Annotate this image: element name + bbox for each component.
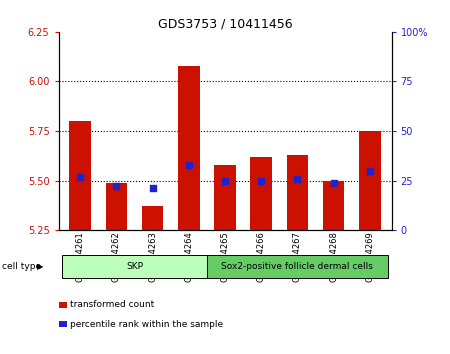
Point — [257, 178, 265, 183]
Bar — [106, 183, 127, 230]
Text: transformed count: transformed count — [70, 300, 154, 309]
Text: percentile rank within the sample: percentile rank within the sample — [70, 320, 223, 329]
Text: Sox2-positive follicle dermal cells: Sox2-positive follicle dermal cells — [221, 262, 374, 271]
Text: ▶: ▶ — [37, 262, 43, 271]
Title: GDS3753 / 10411456: GDS3753 / 10411456 — [158, 18, 292, 31]
Bar — [359, 131, 381, 230]
Point — [149, 185, 156, 191]
Point — [221, 178, 229, 183]
Text: cell type: cell type — [2, 262, 41, 271]
Bar — [69, 121, 91, 230]
Bar — [142, 206, 163, 230]
Point — [185, 162, 193, 167]
Point — [76, 174, 84, 179]
Point — [366, 168, 373, 173]
Bar — [178, 65, 200, 230]
Point — [294, 176, 301, 181]
Bar — [323, 181, 344, 230]
Point — [330, 180, 337, 185]
Bar — [250, 157, 272, 230]
Text: SKP: SKP — [126, 262, 143, 271]
Bar — [214, 165, 236, 230]
Point — [113, 184, 120, 189]
Bar — [287, 155, 308, 230]
